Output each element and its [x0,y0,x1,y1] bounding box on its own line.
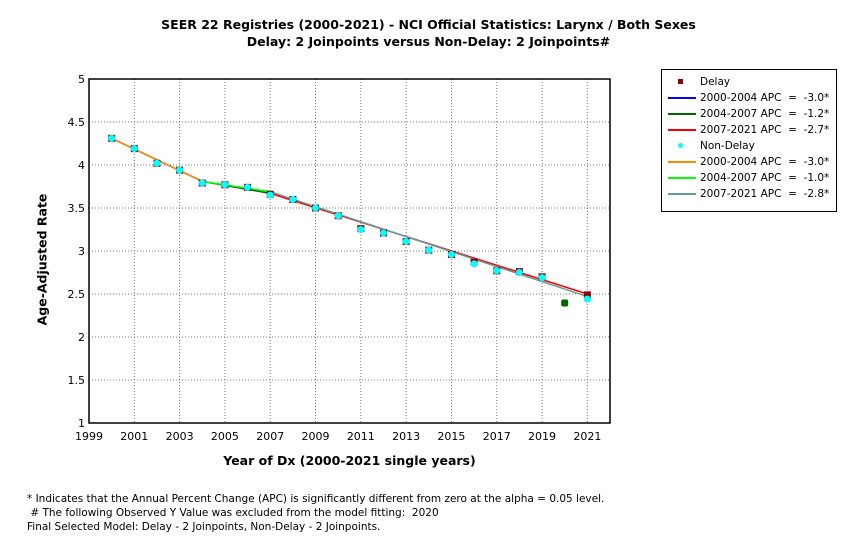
non-delay-point [153,159,161,167]
legend-line-swatch [662,154,700,170]
x-tick-label: 2007 [256,430,284,443]
non-delay-point [108,134,116,142]
x-tick-label: 1999 [75,430,103,443]
legend-item: 2004-2007 APC = -1.0* [662,170,829,186]
legend-line-swatch [662,106,700,122]
non-delay-point [379,229,387,237]
non-delay-point [176,166,184,174]
x-tick-label: 2003 [166,430,194,443]
chart-legend: Delay 2000-2004 APC = -3.0* 2004-2007 APC … [661,69,837,212]
legend-line-swatch [662,122,700,138]
x-tick-label: 2009 [302,430,330,443]
legend-item: Delay [662,74,730,90]
legend-line-swatch [662,90,700,106]
footnotes: * Indicates that the Annual Percent Chan… [27,492,604,534]
legend-item: 2007-2021 APC = -2.8* [662,186,829,202]
x-axis-label: Year of Dx (2000-2021 single years) [223,453,476,468]
y-tick-label: 1.5 [68,374,86,387]
non-delay-point [289,195,297,203]
legend-label: 2000-2004 APC = -3.0* [700,92,830,104]
y-tick-label: 4 [78,159,85,172]
y-tick-label: 1 [78,417,85,430]
x-tick-label: 2021 [573,430,601,443]
legend-label: 2000-2004 APC = -3.0* [700,156,830,168]
non-delay-point [266,191,274,199]
delay-point [583,291,591,299]
y-tick-label: 3.5 [68,202,86,215]
legend-item: Non-Delay [662,138,755,154]
y-tick-label: 2 [78,331,85,344]
legend-label: 2007-2021 APC = -2.8* [700,188,830,200]
non-delay-point [493,267,501,275]
non-delay-point [312,204,320,212]
non-delay-point [402,238,410,246]
non-delay-point [244,183,252,191]
non-delay-point [515,269,523,276]
y-tick-label: 4.5 [68,116,86,129]
plot-frame [88,78,611,424]
y-axis-label: Age-Adjusted Rate [34,193,50,326]
legend-item: 2000-2004 APC = -3.0* [662,154,829,170]
legend-point-marker [662,74,700,90]
non-delay-point [130,145,138,153]
non-delay-point [470,260,478,268]
non-delay-point [357,226,365,233]
x-tick-label: 2017 [483,430,511,443]
x-tick-label: 2019 [528,430,556,443]
non-delay-point [583,295,591,303]
x-tick-label: 2005 [211,430,239,443]
x-tick-label: 2001 [120,430,148,443]
legend-label: Delay [700,76,731,88]
chart-title: SEER 22 Registries (2000-2021) - NCI Off… [161,17,696,32]
excluded-point [561,299,569,307]
legend-line-swatch [662,170,700,186]
y-tick-label: 2.5 [68,288,86,301]
fitted-segment-line [202,180,271,193]
x-tick-label: 2011 [347,430,375,443]
legend-point-marker [662,138,700,154]
legend-label: 2004-2007 APC = -1.2* [700,108,830,120]
non-delay-point [198,179,206,187]
non-delay-point [447,250,455,258]
legend-line-swatch [662,186,700,202]
x-tick-label: 2015 [437,430,465,443]
footnote-significance: * Indicates that the Annual Percent Chan… [27,493,605,505]
fitted-segment-line [269,190,588,298]
footnote-excluded: # The following Observed Y Value was exc… [27,507,439,519]
y-tick-label: 5 [78,73,85,86]
non-delay-point [334,212,342,220]
legend-item: 2007-2021 APC = -2.7* [662,122,829,138]
x-tick-label: 2013 [392,430,420,443]
legend-label: 2004-2007 APC = -1.0* [700,172,830,184]
legend-item: 2000-2004 APC = -3.0* [662,90,829,106]
legend-item: 2004-2007 APC = -1.2* [662,106,829,122]
legend-label: 2007-2021 APC = -2.7* [700,124,830,136]
footnote-final-model: Final Selected Model: Delay - 2 Joinpoin… [27,521,381,533]
y-tick-label: 3 [78,245,85,258]
legend-label: Non-Delay [700,140,755,152]
chart-subtitle: Delay: 2 Joinpoints versus Non-Delay: 2 … [246,34,611,49]
non-delay-point [538,274,546,282]
non-delay-point [221,181,229,189]
non-delay-point [425,246,433,254]
